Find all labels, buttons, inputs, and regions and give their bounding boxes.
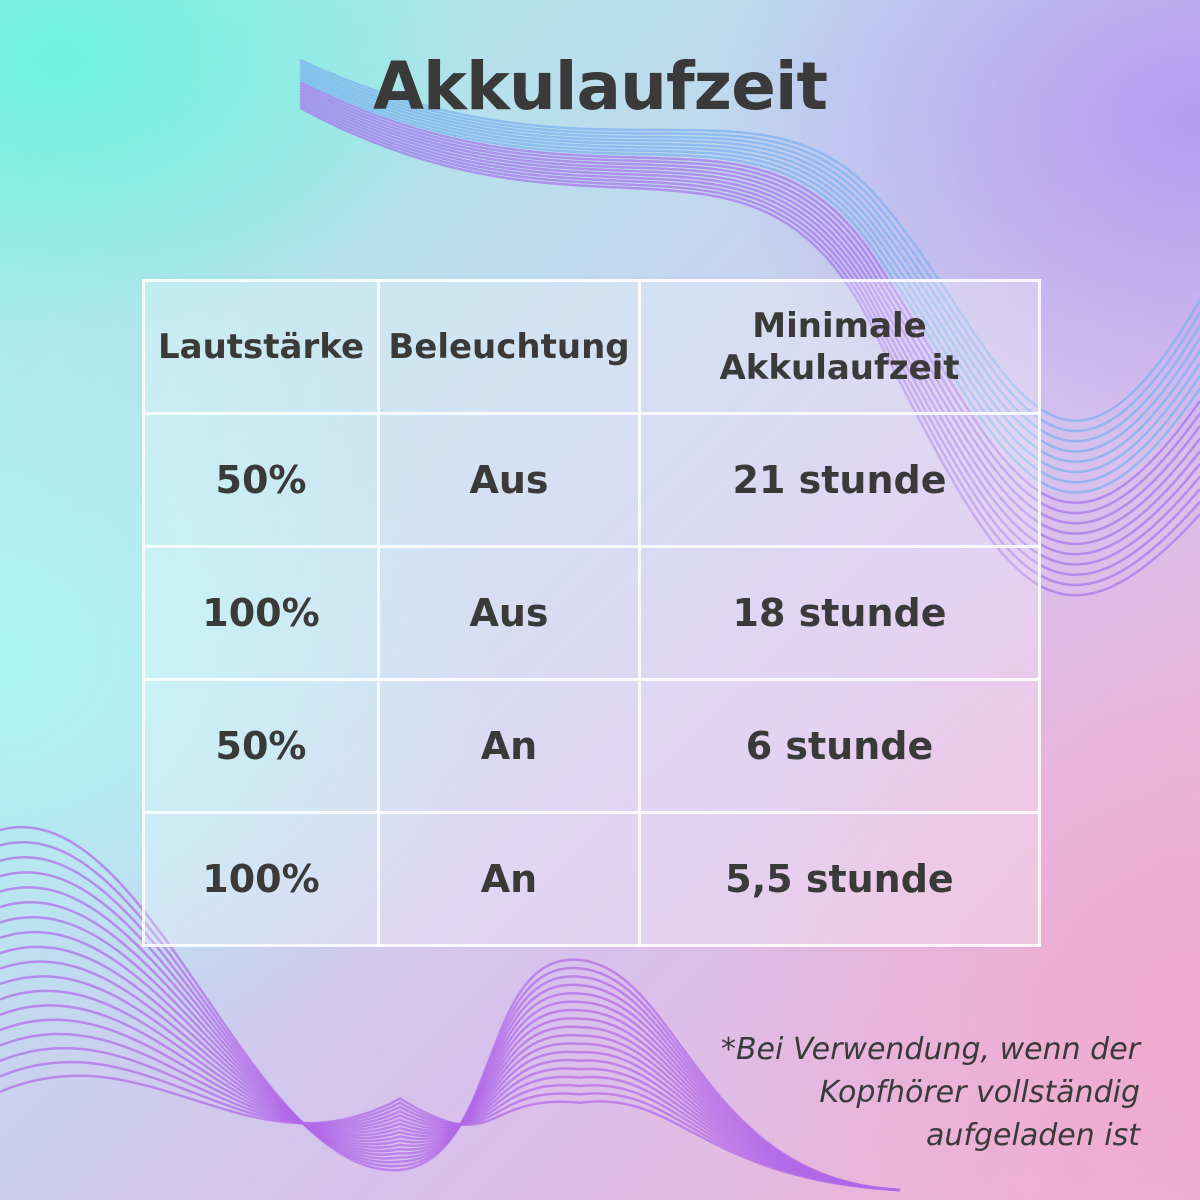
cell-lighting: An xyxy=(377,678,641,814)
wave-line xyxy=(0,945,901,1192)
cell-battery-life: 6 stunde xyxy=(638,678,1041,814)
header-battery-life: Minimale Akkulaufzeit xyxy=(638,279,1041,415)
wave-line xyxy=(0,930,901,1192)
table-header-row: Lautstärke Beleuchtung Minimale Akkulauf… xyxy=(142,279,1041,415)
wave-line xyxy=(299,64,1200,443)
wave-line xyxy=(0,1032,901,1192)
wave-line xyxy=(299,67,1200,453)
cell-lighting: Aus xyxy=(377,545,641,681)
wave-line xyxy=(0,1047,901,1192)
wave-line xyxy=(299,58,1200,422)
cell-volume: 50% xyxy=(142,678,380,814)
cell-battery-life: 21 stunde xyxy=(638,412,1041,548)
wave-line xyxy=(299,84,1200,515)
wave-line xyxy=(299,72,1200,474)
table-row: 100% Aus 18 stunde xyxy=(142,545,1041,681)
wave-line xyxy=(0,960,901,1192)
table-row: 100% An 5,5 stunde xyxy=(142,811,1041,947)
wave-line xyxy=(0,1074,901,1192)
table-row: 50% An 6 stunde xyxy=(142,678,1041,814)
wave-line xyxy=(0,1060,901,1192)
wave-line xyxy=(0,1004,901,1192)
cell-battery-life: 5,5 stunde xyxy=(638,811,1041,947)
cell-volume: 50% xyxy=(142,412,380,548)
wave-line xyxy=(299,70,1200,464)
cell-lighting: An xyxy=(377,811,641,947)
footnote-line: Kopfhörer vollständig xyxy=(819,1075,1140,1110)
wave-line xyxy=(0,1018,901,1192)
footnote-line: *Bei Verwendung, wenn der xyxy=(720,1032,1140,1067)
wave-line xyxy=(299,81,1200,505)
battery-table: Lautstärke Beleuchtung Minimale Akkulauf… xyxy=(142,279,1041,947)
wave-line xyxy=(299,78,1200,494)
wave-line xyxy=(299,86,1200,525)
wave-line xyxy=(299,75,1200,484)
wave-line xyxy=(0,975,901,1192)
header-volume: Lautstärke xyxy=(142,279,380,415)
cell-volume: 100% xyxy=(142,811,380,947)
table-row: 50% Aus 21 stunde xyxy=(142,412,1041,548)
cell-lighting: Aus xyxy=(377,412,641,548)
header-lighting: Beleuchtung xyxy=(377,279,641,415)
cell-battery-life: 18 stunde xyxy=(638,545,1041,681)
wave-line xyxy=(299,61,1200,433)
cell-volume: 100% xyxy=(142,545,380,681)
page-title: Akkulaufzeit xyxy=(372,48,828,125)
wave-line xyxy=(0,989,901,1192)
footnote-line: aufgeladen ist xyxy=(926,1118,1140,1153)
footnote: *Bei Verwendung, wenn der Kopfhörer voll… xyxy=(721,1028,1140,1157)
